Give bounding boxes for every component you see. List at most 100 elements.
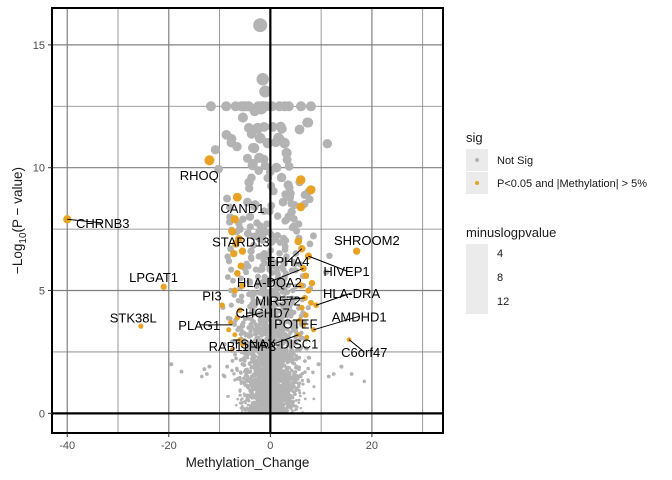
not-sig-point xyxy=(326,252,333,260)
gene-label: HLA-DRA xyxy=(323,286,380,301)
not-sig-point xyxy=(258,392,262,396)
sig-point xyxy=(296,202,306,212)
not-sig-point xyxy=(258,389,262,393)
gene-label: STK38L xyxy=(110,311,157,326)
not-sig-point xyxy=(262,310,268,316)
not-sig-point xyxy=(202,367,207,372)
not-sig-point xyxy=(258,327,264,333)
not-sig-point xyxy=(205,101,216,112)
not-sig-point xyxy=(257,321,263,327)
not-sig-point xyxy=(285,327,290,332)
not-sig-point xyxy=(296,405,299,409)
not-sig-point xyxy=(262,365,267,369)
not-sig-point xyxy=(293,408,297,412)
not-sig-point xyxy=(322,138,333,149)
not-sig-point xyxy=(266,395,270,399)
not-sig-point xyxy=(248,389,252,393)
gene-label: TSNAX-DISC1 xyxy=(232,336,318,351)
legend-marker xyxy=(475,158,479,162)
sig-point xyxy=(300,322,306,328)
not-sig-point xyxy=(265,382,269,386)
y-tick-label: 15 xyxy=(33,40,45,52)
y-axis-title: −Log10(P − value) xyxy=(10,167,29,274)
not-sig-point xyxy=(214,164,223,174)
gene-label: CHRNB3 xyxy=(76,216,129,231)
not-sig-point xyxy=(263,253,271,261)
not-sig-point xyxy=(259,353,264,358)
not-sig-point xyxy=(288,397,292,401)
leader-line xyxy=(277,297,305,301)
not-sig-point xyxy=(245,383,249,387)
sig-point xyxy=(230,347,235,352)
not-sig-point xyxy=(288,348,293,353)
not-sig-point xyxy=(316,362,321,367)
not-sig-point xyxy=(260,161,270,171)
not-sig-point xyxy=(243,347,248,352)
not-sig-point xyxy=(272,403,275,406)
not-sig-point xyxy=(284,390,288,394)
not-sig-point xyxy=(249,360,254,364)
not-sig-point xyxy=(245,396,249,400)
not-sig-point xyxy=(276,393,280,397)
not-sig-point xyxy=(297,355,302,360)
not-sig-point xyxy=(280,392,284,396)
not-sig-point xyxy=(255,228,263,236)
not-sig-point xyxy=(297,385,301,389)
not-sig-point xyxy=(250,354,255,359)
not-sig-point xyxy=(254,166,264,175)
sig-point xyxy=(239,282,246,289)
not-sig-point xyxy=(273,357,278,362)
sig-point xyxy=(304,334,310,340)
not-sig-point xyxy=(250,396,254,399)
not-sig-point xyxy=(294,354,299,359)
not-sig-point xyxy=(285,385,289,389)
sig-point xyxy=(302,272,310,280)
not-sig-point xyxy=(230,368,234,373)
not-sig-point xyxy=(266,356,271,360)
not-sig-point xyxy=(273,283,279,289)
not-sig-point xyxy=(205,372,209,376)
not-sig-point xyxy=(210,145,221,155)
not-sig-point xyxy=(255,102,267,115)
gene-label: POTEF xyxy=(274,317,317,332)
not-sig-point xyxy=(233,352,238,357)
not-sig-point xyxy=(282,237,290,245)
not-sig-point xyxy=(331,372,336,376)
not-sig-point xyxy=(271,162,282,173)
not-sig-point xyxy=(252,383,256,387)
not-sig-point xyxy=(303,359,307,363)
not-sig-point xyxy=(284,289,291,295)
not-sig-point xyxy=(290,403,294,407)
not-sig-point xyxy=(279,367,283,372)
not-sig-point xyxy=(250,401,254,404)
not-sig-point xyxy=(287,387,291,391)
not-sig-point xyxy=(283,180,293,190)
not-sig-point xyxy=(309,232,317,240)
not-sig-point xyxy=(281,243,289,250)
not-sig-point xyxy=(306,240,314,248)
sig-point xyxy=(296,175,306,185)
sig-point xyxy=(303,312,309,318)
not-sig-point xyxy=(250,241,257,249)
legend-size-label: 8 xyxy=(497,272,503,284)
not-sig-point xyxy=(246,374,250,379)
not-sig-point xyxy=(226,395,230,398)
not-sig-point xyxy=(230,359,235,363)
not-sig-point xyxy=(271,379,275,383)
not-sig-point xyxy=(238,331,244,337)
sig-point xyxy=(238,247,247,255)
not-sig-point xyxy=(284,381,288,386)
not-sig-point xyxy=(255,396,258,399)
not-sig-point xyxy=(261,404,265,408)
not-sig-point xyxy=(270,360,275,364)
not-sig-point xyxy=(297,398,301,402)
not-sig-point xyxy=(245,355,250,360)
not-sig-point xyxy=(290,215,298,223)
not-sig-point xyxy=(283,311,289,317)
not-sig-point xyxy=(289,394,293,398)
not-sig-point xyxy=(224,274,231,281)
not-sig-point xyxy=(285,360,290,365)
not-sig-point xyxy=(235,377,240,381)
not-sig-point xyxy=(243,197,252,207)
data-points xyxy=(63,18,367,384)
